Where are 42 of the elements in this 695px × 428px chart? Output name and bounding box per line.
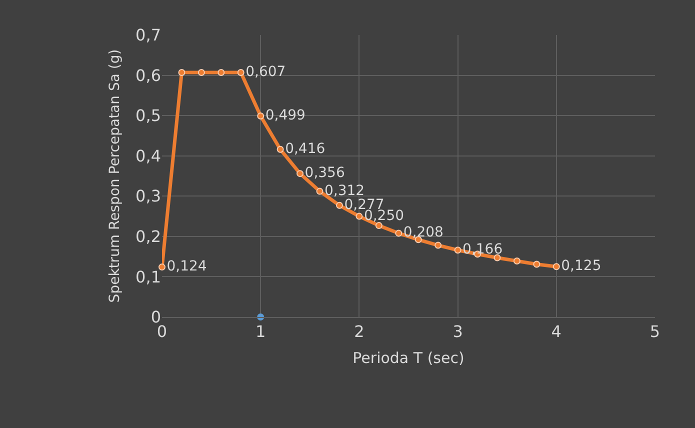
point [237, 68, 244, 76]
data-label: 0,356 [304, 165, 345, 182]
y-tick-label: 0,3 [136, 186, 161, 206]
data-label: 0,607 [246, 64, 286, 80]
x-tick-label: 3 [452, 322, 463, 342]
point [198, 68, 205, 76]
data-label: 0,208 [403, 224, 444, 241]
point [158, 264, 166, 271]
point [336, 202, 343, 209]
point [552, 263, 560, 270]
point [356, 212, 363, 220]
data-label: 0,124 [166, 258, 207, 275]
x-tick-label: 4 [551, 322, 562, 342]
y-axis-title: Spektrum Respon Percepatan Sa (g) [107, 49, 124, 303]
x-tick-label: 2 [354, 322, 364, 342]
point [375, 222, 382, 230]
y-tick-label: 0,2 [136, 227, 161, 246]
point [395, 230, 402, 237]
data-label: 0,312 [324, 182, 365, 199]
y-tick-label: 0,7 [136, 26, 161, 45]
data-label: 0,166 [462, 242, 503, 258]
y-tick-label: 0,5 [136, 106, 161, 126]
data-label: 0,499 [265, 107, 306, 124]
point [316, 188, 324, 195]
x-tick-label: 5 [650, 322, 660, 342]
point [257, 112, 264, 120]
y-tick-label: 0,1 [136, 267, 161, 286]
x-tick-label: 1 [256, 322, 266, 342]
point [454, 246, 462, 254]
data-label: 0,125 [561, 258, 602, 274]
point [513, 258, 520, 264]
point [276, 146, 284, 153]
y-tick-label: 0,6 [136, 66, 161, 85]
point [178, 68, 186, 76]
y-tick-label: 0,4 [136, 146, 161, 166]
point [296, 170, 304, 178]
data-label: 0,416 [285, 140, 326, 157]
point [434, 242, 442, 249]
point [533, 260, 540, 268]
point [218, 68, 225, 76]
data-label: 0,250 [364, 208, 404, 224]
x-axis-title: Perioda T (sec) [352, 349, 464, 368]
